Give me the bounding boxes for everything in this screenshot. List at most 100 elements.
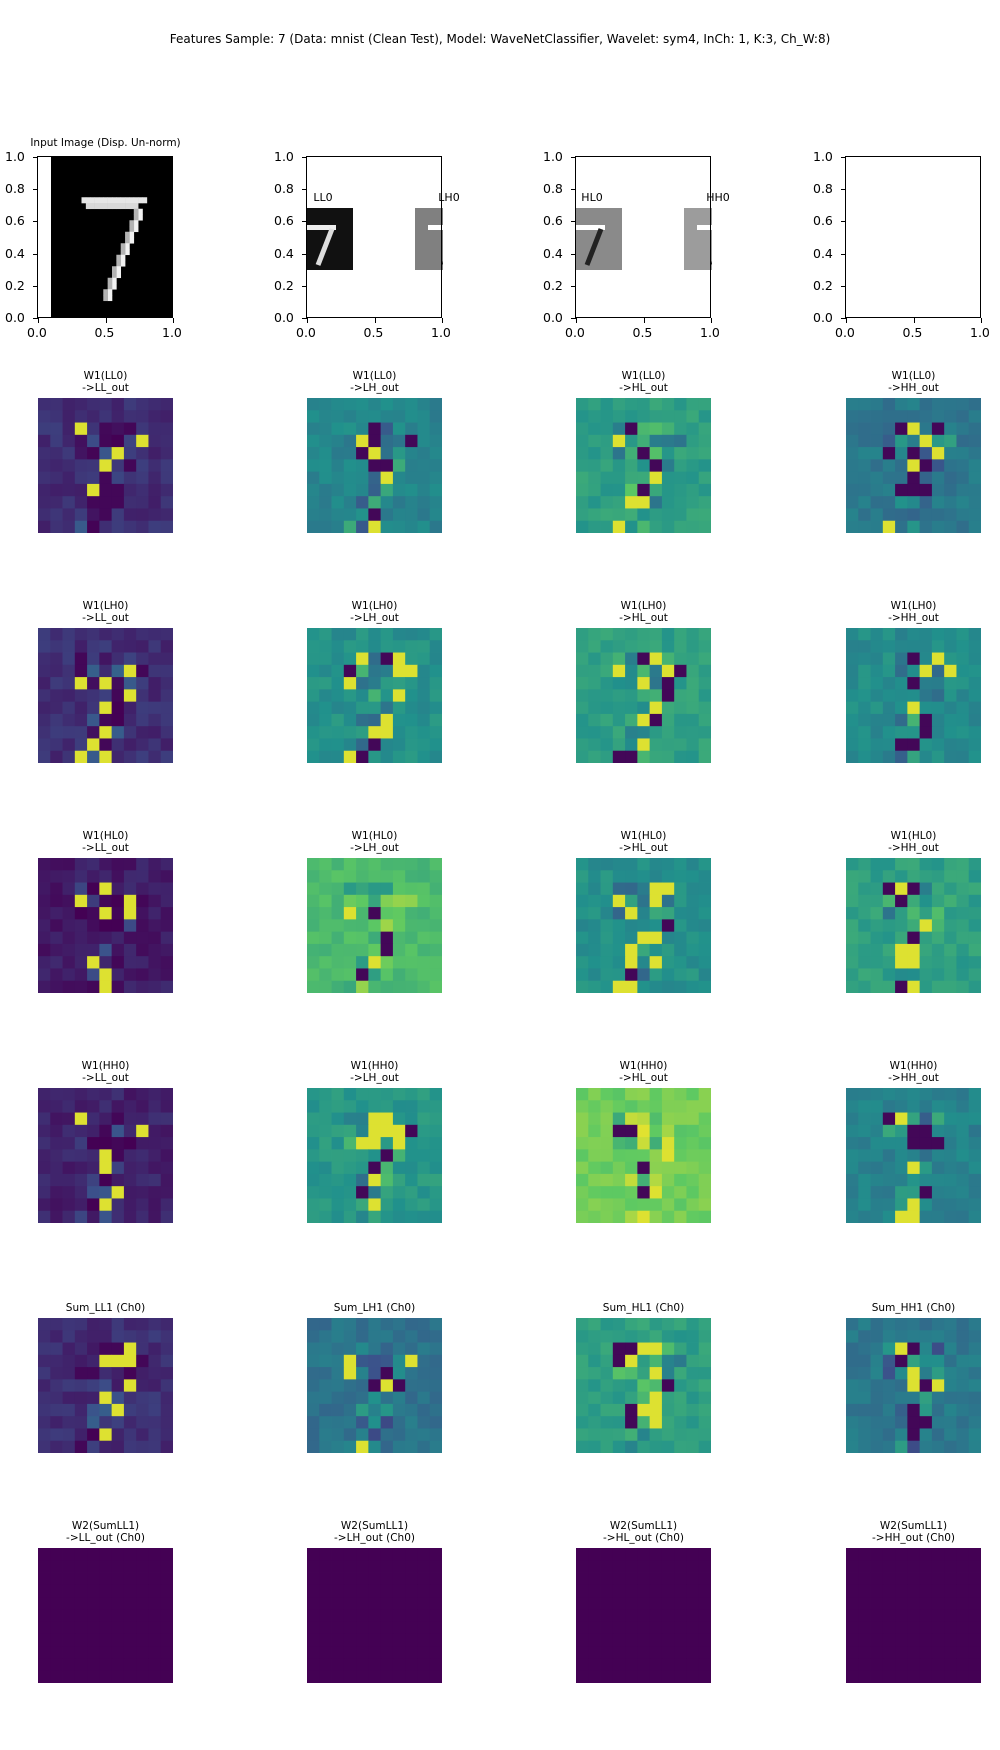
heatmap-cell xyxy=(637,1658,651,1672)
heatmap-cell xyxy=(919,422,933,436)
heatmap-cell xyxy=(895,1198,908,1212)
heatmap-cell xyxy=(858,1210,871,1223)
heatmap-cell xyxy=(870,1597,884,1610)
heatmap-cell xyxy=(123,1088,137,1101)
heatmap-cell xyxy=(858,1100,871,1113)
heatmap-cell xyxy=(343,1137,357,1150)
heatmap-cell xyxy=(405,1318,418,1331)
heatmap-cell xyxy=(612,1621,626,1635)
heatmap-cell xyxy=(148,1173,162,1187)
heatmap-cell xyxy=(148,664,162,678)
heatmap-cell xyxy=(625,398,638,411)
heatmap-cell xyxy=(307,520,320,533)
heatmap-cell xyxy=(846,1428,859,1442)
heatmap-cell xyxy=(686,1428,700,1442)
heatmap-cell xyxy=(637,1403,651,1417)
heatmap-cell xyxy=(380,701,394,715)
heatmap-cell xyxy=(674,677,687,690)
heatmap-cell xyxy=(846,1100,859,1113)
heatmap-title: Sum_LL1 (Ch0) xyxy=(65,1302,146,1314)
heatmap-cell xyxy=(576,1210,589,1223)
heatmap-cell xyxy=(136,1391,149,1405)
heatmap-cell xyxy=(858,508,871,522)
heatmap-cell xyxy=(968,640,981,653)
heatmap-cell xyxy=(392,410,406,423)
ytick-mark xyxy=(33,318,38,319)
heatmap-cell xyxy=(160,410,173,423)
heatmap-cell xyxy=(625,1560,638,1573)
heatmap-cell xyxy=(319,1609,332,1623)
heatmap-cell xyxy=(99,1670,113,1683)
heatmap-cell xyxy=(50,1379,63,1393)
heatmap-cell xyxy=(50,1597,63,1610)
heatmap-cell xyxy=(698,1633,711,1647)
heatmap-cell xyxy=(417,980,431,993)
heatmap-cell xyxy=(625,870,638,883)
heatmap-cell xyxy=(405,459,418,473)
heatmap-cell xyxy=(319,968,332,982)
heatmap-cell xyxy=(576,1416,589,1429)
heatmap-cell xyxy=(956,726,970,739)
ytick-mark xyxy=(302,253,307,255)
heatmap-cell xyxy=(968,858,981,871)
heatmap-cell xyxy=(417,520,431,533)
heatmap-cell xyxy=(661,956,675,969)
heatmap-cell xyxy=(62,882,76,896)
heatmap-cell xyxy=(50,1161,63,1175)
heatmap-cell xyxy=(417,943,431,957)
heatmap-cell xyxy=(858,1342,871,1356)
heatmap-cell xyxy=(600,1428,614,1442)
heatmap-cell xyxy=(637,870,651,883)
heatmap-cell xyxy=(907,483,921,497)
heatmap-cell xyxy=(87,919,100,933)
heatmap-cell xyxy=(392,980,406,993)
xtick-label: 0.5 xyxy=(94,325,115,340)
heatmap-cell xyxy=(392,1670,406,1683)
heatmap-cell xyxy=(919,520,933,533)
heatmap-cell xyxy=(895,1088,908,1101)
heatmap-cell xyxy=(858,968,871,982)
heatmap-cell xyxy=(405,1572,418,1586)
heatmap-cell xyxy=(392,1416,406,1429)
heatmap-cell xyxy=(870,931,884,945)
heatmap-cell xyxy=(99,726,113,739)
heatmap-cell xyxy=(576,919,589,933)
heatmap-cell xyxy=(111,968,125,982)
heatmap-cell xyxy=(907,1210,921,1223)
ytick-label: 0.2 xyxy=(5,277,25,293)
heatmap-cell xyxy=(87,434,100,448)
heatmap-cell xyxy=(895,1342,908,1356)
heatmap-cell xyxy=(343,882,357,896)
heatmap-cell xyxy=(343,628,357,641)
heatmap-cell xyxy=(637,652,651,666)
heatmap-cell xyxy=(136,1124,149,1138)
heatmap-cell xyxy=(405,931,418,945)
heatmap-cell xyxy=(600,434,614,448)
heatmap-cell xyxy=(698,1367,711,1380)
heatmap-cell xyxy=(588,1186,601,1199)
heatmap-cell xyxy=(588,750,601,763)
heatmap-cell xyxy=(87,447,100,460)
heatmap-cell xyxy=(417,459,431,473)
heatmap-cell xyxy=(368,738,382,752)
heatmap-cell xyxy=(882,882,896,896)
heatmap-cell xyxy=(74,496,88,509)
heatmap-cell xyxy=(368,894,382,908)
heatmap-cell xyxy=(588,1440,601,1453)
heatmap-cell xyxy=(50,434,63,448)
heatmap-cell xyxy=(686,398,700,411)
heatmap-cell xyxy=(674,931,687,945)
heatmap-cell xyxy=(968,1379,981,1393)
heatmap-cell xyxy=(956,1560,970,1573)
heatmap-cell xyxy=(99,1137,113,1150)
heatmap-r4-c0 xyxy=(38,1318,173,1453)
heatmap-cell xyxy=(62,1367,76,1380)
heatmap-cell xyxy=(674,628,687,641)
heatmap-cell xyxy=(331,1342,345,1356)
heatmap-cell xyxy=(148,1670,162,1683)
heatmap-cell xyxy=(160,422,173,436)
heatmap-cell xyxy=(331,652,345,666)
heatmap-cell xyxy=(846,1609,859,1623)
heatmap-cell xyxy=(343,858,357,871)
heatmap-cell xyxy=(956,1633,970,1647)
